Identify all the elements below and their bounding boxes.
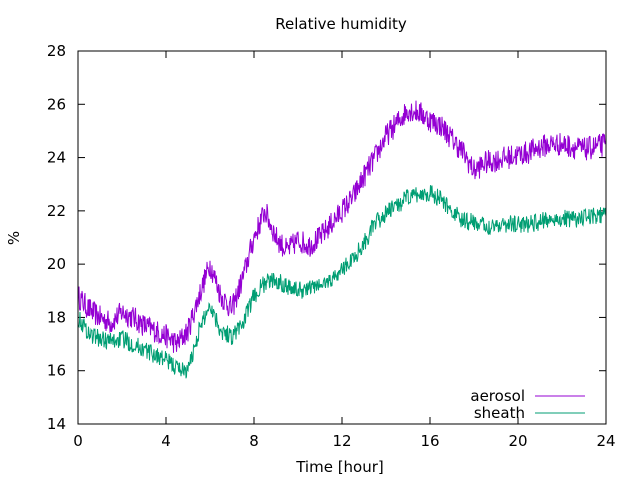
y-tick-label: 16 bbox=[47, 362, 66, 380]
x-axis-label: Time [hour] bbox=[295, 458, 384, 476]
y-tick-label: 14 bbox=[47, 415, 66, 433]
x-tick-label: 16 bbox=[420, 432, 439, 450]
x-tick-label: 8 bbox=[249, 432, 259, 450]
y-tick-label: 22 bbox=[47, 202, 66, 220]
y-tick-label: 24 bbox=[47, 149, 66, 167]
chart-title: Relative humidity bbox=[275, 15, 407, 33]
x-tick-label: 4 bbox=[161, 432, 171, 450]
y-axis-label: % bbox=[5, 231, 23, 245]
legend-label: sheath bbox=[474, 404, 525, 422]
x-tick-label: 24 bbox=[596, 432, 615, 450]
x-tick-label: 0 bbox=[73, 432, 83, 450]
y-tick-label: 20 bbox=[47, 255, 66, 273]
x-tick-label: 20 bbox=[508, 432, 527, 450]
axis-ticks: 0 4 8 12 16 20 24 14 16 18 20 22 24 26 28 bbox=[47, 42, 616, 450]
x-tick-label: 12 bbox=[332, 432, 351, 450]
data-series bbox=[77, 100, 607, 379]
y-tick-label: 26 bbox=[47, 95, 66, 113]
y-tick-label: 18 bbox=[47, 308, 66, 326]
series-line-aerosol bbox=[77, 100, 607, 353]
series-line-sheath bbox=[77, 185, 607, 379]
plot-frame bbox=[77, 50, 607, 425]
legend-label: aerosol bbox=[470, 387, 525, 405]
y-tick-label: 28 bbox=[47, 42, 66, 60]
